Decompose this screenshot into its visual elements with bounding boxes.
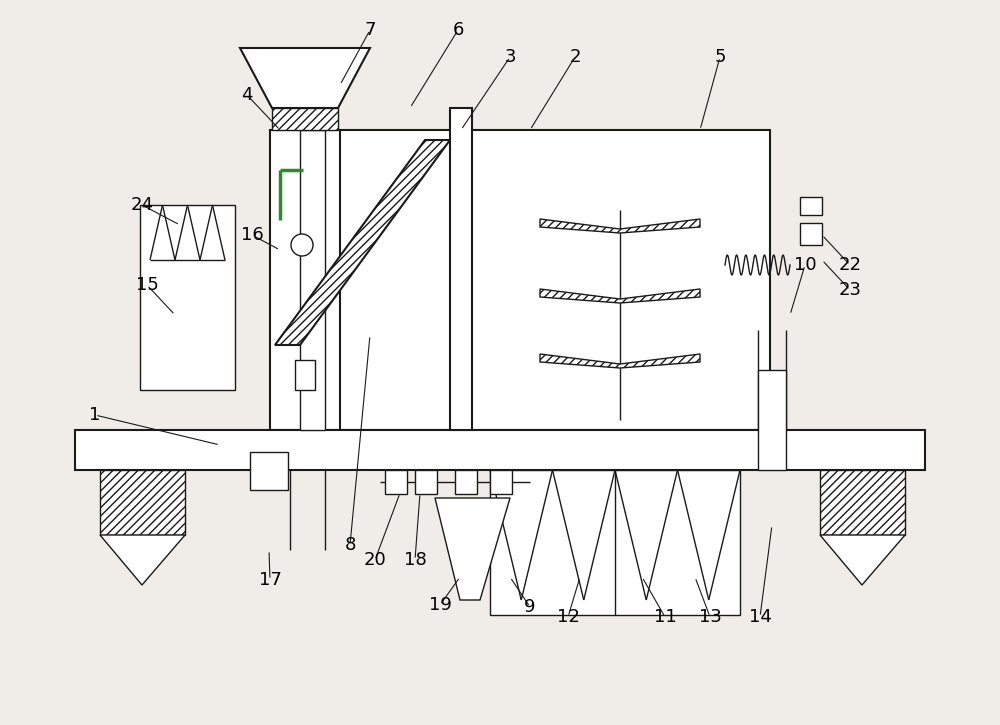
Text: 1: 1 bbox=[89, 406, 101, 424]
Text: 23: 23 bbox=[838, 281, 862, 299]
Text: 16: 16 bbox=[241, 226, 263, 244]
Bar bbox=[820, 470, 905, 535]
Text: 19: 19 bbox=[429, 596, 451, 614]
Bar bbox=[290, 130, 770, 430]
Bar bbox=[250, 452, 288, 490]
Bar bbox=[100, 470, 185, 535]
Text: 6: 6 bbox=[452, 21, 464, 39]
Polygon shape bbox=[540, 219, 700, 233]
Bar bbox=[800, 223, 822, 245]
Bar bbox=[758, 370, 786, 470]
Bar bbox=[455, 470, 477, 494]
Bar bbox=[490, 470, 512, 494]
Polygon shape bbox=[100, 535, 185, 585]
Text: 10: 10 bbox=[794, 256, 816, 274]
Polygon shape bbox=[275, 140, 450, 345]
Text: 13: 13 bbox=[699, 608, 721, 626]
Polygon shape bbox=[540, 354, 700, 368]
Bar bbox=[385, 470, 407, 494]
Text: 4: 4 bbox=[241, 86, 253, 104]
Text: 24: 24 bbox=[130, 196, 154, 214]
Text: 9: 9 bbox=[524, 598, 536, 616]
Bar bbox=[800, 197, 822, 215]
Bar bbox=[140, 205, 235, 390]
Text: 5: 5 bbox=[714, 48, 726, 66]
Bar bbox=[270, 130, 340, 430]
Bar bbox=[295, 360, 315, 390]
Bar bbox=[450, 108, 472, 430]
Polygon shape bbox=[540, 289, 700, 303]
Text: 8: 8 bbox=[344, 536, 356, 554]
Text: 17: 17 bbox=[259, 571, 281, 589]
Circle shape bbox=[291, 234, 313, 256]
Bar bbox=[75, 430, 925, 470]
Text: 2: 2 bbox=[569, 48, 581, 66]
Polygon shape bbox=[820, 535, 905, 585]
Bar bbox=[272, 108, 338, 130]
Polygon shape bbox=[240, 48, 370, 108]
Text: 14: 14 bbox=[749, 608, 771, 626]
Text: 7: 7 bbox=[364, 21, 376, 39]
Text: 12: 12 bbox=[557, 608, 579, 626]
Polygon shape bbox=[435, 498, 510, 600]
Text: 18: 18 bbox=[404, 551, 426, 569]
Text: 22: 22 bbox=[838, 256, 862, 274]
Bar bbox=[490, 470, 740, 615]
Bar bbox=[300, 130, 325, 430]
Bar bbox=[415, 470, 437, 494]
Text: 3: 3 bbox=[504, 48, 516, 66]
Text: 15: 15 bbox=[136, 276, 158, 294]
Text: 11: 11 bbox=[654, 608, 676, 626]
Text: 20: 20 bbox=[364, 551, 386, 569]
